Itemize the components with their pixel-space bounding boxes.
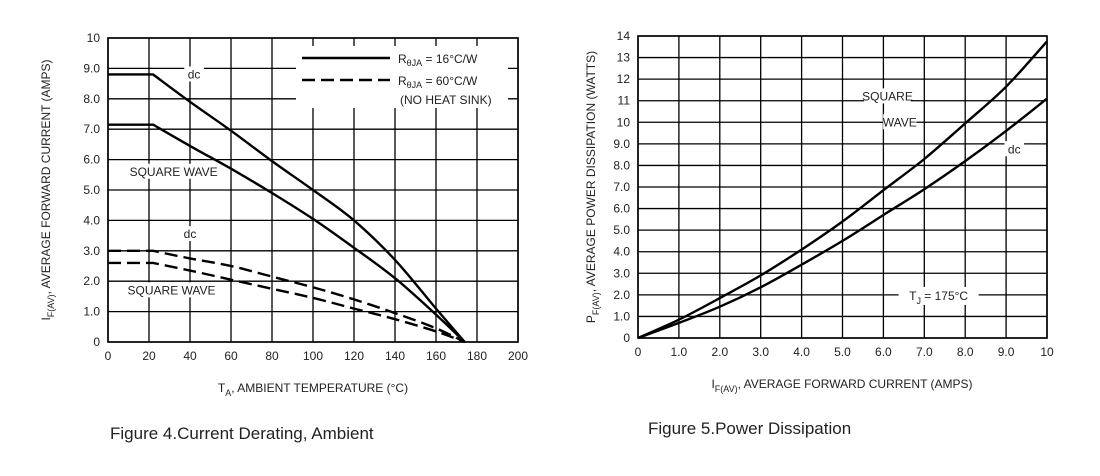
series-line-dashed-3 bbox=[108, 261, 466, 344]
series-line-dashed-2 bbox=[108, 249, 466, 344]
y-tick-label: 11 bbox=[618, 94, 631, 108]
y-tick-label: 8.0 bbox=[613, 158, 630, 172]
x-tick-label: 1.0 bbox=[671, 345, 688, 359]
annotation-background bbox=[180, 226, 200, 242]
plot-frame bbox=[107, 37, 519, 343]
series-line-solid-1 bbox=[637, 97, 1048, 340]
y-tick-label: 12 bbox=[617, 72, 631, 86]
y-tick-label: 10 bbox=[87, 31, 101, 45]
y-tick-label: 7.0 bbox=[83, 122, 100, 136]
y-tick-label: 8.0 bbox=[83, 92, 100, 106]
chart-legend: RθJA = 16°C/W RθJA = 60°C/W (NO HEAT SIN… bbox=[296, 46, 508, 108]
figure-caption: Figure 4.Current Derating, Ambient bbox=[110, 424, 374, 443]
y-tick-label: 3.0 bbox=[613, 266, 630, 280]
x-tick-label: 2.0 bbox=[711, 345, 728, 359]
x-tick-label: 4.0 bbox=[793, 345, 810, 359]
x-tick-label: 5.0 bbox=[834, 345, 851, 359]
annotation-label: dc bbox=[188, 67, 201, 81]
x-tick-label: 8.0 bbox=[957, 345, 974, 359]
annotation-background bbox=[898, 286, 979, 305]
annotation-background bbox=[133, 163, 214, 179]
x-tick-label: 6.0 bbox=[875, 345, 892, 359]
legend-background bbox=[296, 46, 508, 108]
chart-annotations: SQUARE WAVE dc TJ = 175°C bbox=[862, 88, 1025, 306]
y-tick-label: 4.0 bbox=[613, 245, 630, 259]
x-tick-label: 7.0 bbox=[916, 345, 933, 359]
chart-ticks: 0 20 40 60 80 100 120 140 160 180 200 0 1.0 2.0 3.0 4.0… bbox=[83, 31, 528, 363]
y-tick-label: 13 bbox=[617, 51, 631, 65]
series-line-solid-1 bbox=[108, 123, 466, 343]
current-derating-chart: 0 20 40 60 80 100 120 140 160 180 200 0 1.0 2.0 3.0 4.0… bbox=[39, 31, 528, 443]
y-axis-label: IF(AV), AVERAGE FORWARD CURRENT (AMPS) bbox=[39, 59, 56, 320]
annotation-background bbox=[1004, 141, 1025, 157]
y-tick-label: 6.0 bbox=[613, 202, 630, 216]
chart-series-group bbox=[108, 73, 466, 344]
annotation-label: dc bbox=[1008, 142, 1021, 156]
x-tick-label: 60 bbox=[224, 349, 238, 363]
x-tick-label: 20 bbox=[142, 349, 156, 363]
figure-caption: Figure 5.Power Dissipation bbox=[648, 419, 851, 438]
x-tick-label: 140 bbox=[385, 349, 405, 363]
x-axis-label: TA, AMBIENT TEMPERATURE (°C) bbox=[218, 381, 408, 398]
y-tick-label: 9.0 bbox=[83, 61, 100, 75]
annotation-label: dc bbox=[184, 227, 197, 241]
y-tick-label: 4.0 bbox=[83, 213, 100, 227]
x-tick-label: 180 bbox=[467, 349, 487, 363]
y-tick-label: 9.0 bbox=[613, 137, 630, 151]
x-tick-label: 9.0 bbox=[998, 345, 1015, 359]
annotation-label: SQUARE WAVE bbox=[128, 283, 216, 297]
power-dissipation-chart: 0 1.0 2.0 3.0 4.0 5.0 6.0 7.0 8.0 9.0 10 0 1.0 2.0 3.0… bbox=[584, 29, 1054, 438]
y-tick-label: 3.0 bbox=[83, 244, 100, 258]
x-tick-label: 3.0 bbox=[752, 345, 769, 359]
annotation-background bbox=[184, 66, 204, 82]
y-tick-label: 5.0 bbox=[613, 223, 630, 237]
x-axis-label: IF(AV), AVERAGE FORWARD CURRENT (AMPS) bbox=[711, 377, 972, 394]
y-tick-label: 2.0 bbox=[613, 288, 630, 302]
chart-series-group bbox=[637, 40, 1048, 340]
x-tick-label: 0 bbox=[105, 349, 112, 363]
x-tick-label: 80 bbox=[265, 349, 279, 363]
x-tick-label: 40 bbox=[183, 349, 197, 363]
x-tick-label: 0 bbox=[635, 345, 642, 359]
y-tick-label: 1.0 bbox=[613, 309, 630, 323]
plot-frame bbox=[637, 35, 1048, 339]
y-tick-label: 6.0 bbox=[83, 153, 100, 167]
y-tick-label: 1.0 bbox=[83, 305, 100, 319]
annotation-background bbox=[131, 282, 212, 298]
chart-grid bbox=[637, 35, 1048, 339]
series-line-solid-0 bbox=[637, 40, 1048, 340]
legend-entry-solid: RθJA = 16°C/W bbox=[398, 52, 478, 68]
x-tick-label: 10 bbox=[1040, 345, 1054, 359]
y-tick-label: 0 bbox=[93, 335, 100, 349]
y-tick-label: 14 bbox=[617, 29, 631, 43]
annotation-background bbox=[864, 88, 911, 104]
annotation-label: WAVE bbox=[883, 115, 917, 129]
y-tick-label: 5.0 bbox=[83, 183, 100, 197]
y-tick-label: 2.0 bbox=[83, 274, 100, 288]
x-tick-label: 120 bbox=[344, 349, 364, 363]
x-tick-label: 160 bbox=[426, 349, 446, 363]
annotation-background bbox=[883, 114, 917, 130]
legend-entry-dashed: RθJA = 60°C/W bbox=[398, 74, 478, 90]
annotation-label: SQUARE WAVE bbox=[130, 165, 218, 179]
legend-entry-note: (NO HEAT SINK) bbox=[400, 93, 492, 107]
y-tick-label: 7.0 bbox=[613, 180, 630, 194]
annotation-label: TJ = 175°C bbox=[909, 289, 968, 306]
chart-annotations: dc SQUARE WAVE dc SQUARE WAVE bbox=[128, 66, 218, 298]
y-axis-label: PF(AV), AVERAGE POWER DISSIPATION (WATTS… bbox=[584, 51, 601, 323]
y-tick-label: 0 bbox=[623, 331, 630, 345]
x-tick-label: 200 bbox=[508, 349, 528, 363]
y-tick-label: 10 bbox=[617, 115, 631, 129]
chart-ticks: 0 1.0 2.0 3.0 4.0 5.0 6.0 7.0 8.0 9.0 10 0 1.0 2.0 3.0… bbox=[613, 29, 1054, 359]
annotation-label: SQUARE bbox=[862, 89, 913, 103]
x-tick-label: 100 bbox=[303, 349, 323, 363]
series-line-solid-0 bbox=[108, 73, 466, 343]
